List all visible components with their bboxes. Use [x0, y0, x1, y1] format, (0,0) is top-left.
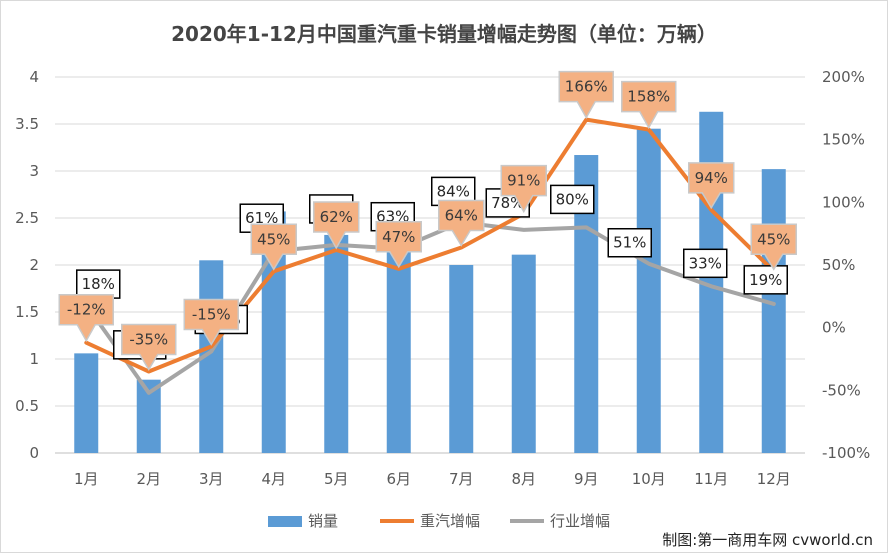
chart-title: 2020年1-12月中国重汽重卡销量增幅走势图（单位：万辆） — [171, 22, 717, 46]
industry-callout-label: 51% — [613, 234, 646, 252]
industry-callout-label: 18% — [82, 275, 115, 293]
y-left-tick-label: 1 — [29, 350, 39, 368]
y-right-tick-label: 0% — [822, 319, 846, 337]
x-tick-label: 5月 — [324, 470, 349, 488]
data-labels: 18%-52%-19%61%66%63%84%78%80%51%33%19%-1… — [58, 70, 797, 371]
y-right-tick-label: -100% — [822, 444, 870, 462]
sinotruk-callout-box — [58, 293, 114, 343]
x-tick-label: 2月 — [136, 470, 161, 488]
sinotruk-callout-label: 166% — [565, 78, 608, 96]
sinotruk-callout-label: 94% — [695, 169, 728, 187]
sales-bar — [449, 265, 474, 453]
sinotruk-callout-box — [313, 201, 360, 250]
x-tick-label: 6月 — [386, 470, 411, 488]
x-tick-label: 11月 — [694, 470, 728, 488]
sinotruk-callout-label: 91% — [507, 172, 540, 190]
y-right-tick-label: 100% — [822, 193, 865, 211]
y-left-tick-label: 3.5 — [15, 115, 39, 133]
sinotruk-callout-label: 47% — [382, 228, 415, 246]
industry-callout-label: 61% — [245, 209, 278, 227]
y-left-tick-label: 2 — [29, 256, 39, 274]
x-tick-label: 1月 — [74, 470, 99, 488]
x-tick-label: 4月 — [261, 470, 286, 488]
y-left-tick-label: 0 — [29, 444, 39, 462]
sinotruk-callout-box — [121, 323, 177, 371]
line-series — [84, 117, 776, 395]
x-tick-label: 12月 — [757, 470, 791, 488]
industry-callout-box — [683, 248, 728, 279]
sinotruk-callout-label: 62% — [320, 208, 353, 226]
y-right-tick-label: 150% — [822, 131, 865, 149]
sinotruk-growth-line — [84, 117, 776, 374]
sinotruk-callout-box — [183, 298, 239, 346]
sinotruk-callout-label: 45% — [757, 230, 790, 248]
y-right-tick-label: 50% — [822, 256, 855, 274]
legend-label-sales: 销量 — [308, 512, 338, 530]
sinotruk-callout-label: 158% — [627, 88, 670, 106]
sinotruk-callout-box — [688, 162, 735, 210]
axis-labels: 0 0.5 1 1.5 2 2.5 3 3.5 4 -100% -50% 0% 50% 100% 150% 2… — [15, 68, 870, 488]
legend-label-sinotruk: 重汽增幅 — [420, 512, 480, 530]
sinotruk-callout-label: 45% — [257, 230, 290, 248]
industry-callout-label: 80% — [556, 190, 589, 208]
credit-text: 制图:第一商用车网 cvworld.cn — [662, 531, 873, 549]
legend-label-industry: 行业增幅 — [550, 512, 610, 530]
x-tick-label: 8月 — [511, 470, 536, 488]
industry-callout-label: 19% — [749, 271, 782, 289]
sales-bar — [74, 353, 99, 453]
sales-bar — [511, 254, 536, 453]
industry-callout-box — [607, 227, 652, 258]
sinotruk-callout-box — [750, 223, 797, 271]
sales-bar — [324, 234, 349, 453]
sinotruk-callout-box — [250, 223, 297, 271]
y-right-tick-label: -50% — [822, 381, 861, 399]
sinotruk-callout-box — [375, 221, 422, 269]
x-tick-label: 7月 — [449, 470, 474, 488]
industry-callout-box — [550, 184, 595, 215]
y-left-tick-label: 1.5 — [15, 303, 39, 321]
sales-bar — [636, 128, 661, 453]
legend-swatch-sales — [268, 516, 302, 527]
y-left-tick-label: 0.5 — [15, 397, 39, 415]
industry-growth-line — [84, 220, 776, 395]
x-tick-label: 9月 — [574, 470, 599, 488]
sinotruk-callout-box — [621, 80, 677, 130]
sinotruk-callout-box — [558, 70, 614, 120]
industry-callout-label: 33% — [689, 254, 722, 272]
y-left-tick-label: 4 — [29, 68, 39, 86]
sinotruk-callout-label: -35% — [129, 331, 168, 349]
y-right-tick-label: 200% — [822, 68, 865, 86]
sinotruk-callout-label: 64% — [445, 206, 478, 224]
y-left-tick-label: 3 — [29, 162, 39, 180]
industry-callout-label: 84% — [437, 182, 470, 200]
x-tick-label: 10月 — [632, 470, 666, 488]
sales-bar — [761, 169, 786, 453]
sinotruk-callout-label: -12% — [67, 301, 106, 319]
industry-callout-box — [743, 265, 788, 295]
sinotruk-callout-box — [438, 199, 485, 247]
sinotruk-callout-label: -15% — [192, 305, 231, 323]
y-left-tick-label: 2.5 — [15, 209, 39, 227]
legend: 销量 重汽增幅 行业增幅 — [268, 512, 610, 530]
x-tick-label: 3月 — [199, 470, 224, 488]
sinotruk-callout-box — [500, 164, 547, 214]
